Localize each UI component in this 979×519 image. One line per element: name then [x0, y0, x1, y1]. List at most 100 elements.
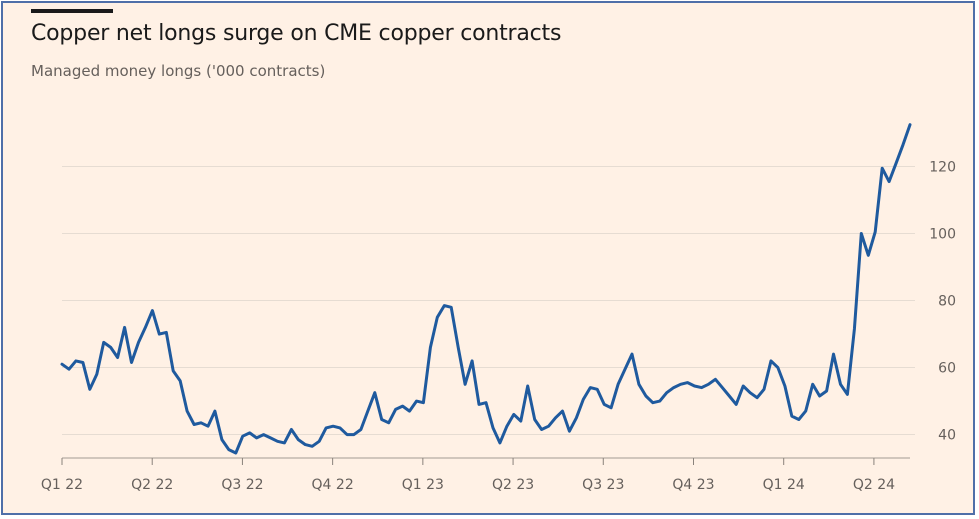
data-point: [429, 346, 432, 349]
data-point: [686, 381, 689, 384]
data-point: [311, 445, 314, 448]
data-point: [804, 410, 807, 413]
data-point: [471, 359, 474, 362]
data-point: [290, 428, 293, 431]
data-point: [283, 441, 286, 444]
data-point: [220, 438, 223, 441]
data-point: [137, 341, 140, 344]
data-point: [255, 436, 258, 439]
data-point: [387, 421, 390, 424]
data-point: [832, 353, 835, 356]
data-point: [123, 326, 126, 329]
data-point: [860, 232, 863, 235]
x-tick-label: Q2 23: [492, 477, 534, 493]
x-tick-label: Q1 23: [402, 477, 444, 493]
data-point: [540, 428, 543, 431]
data-point: [700, 386, 703, 389]
data-point: [262, 433, 265, 436]
title-accent-bar: [31, 9, 113, 13]
x-tick-label: Q2 22: [131, 477, 173, 493]
data-point: [749, 391, 752, 394]
data-point: [818, 395, 821, 398]
data-point: [533, 418, 536, 421]
data-point: [596, 388, 599, 391]
data-point: [526, 385, 529, 388]
data-point: [547, 425, 550, 428]
data-point: [763, 388, 766, 391]
data-point: [631, 353, 634, 356]
data-point: [165, 331, 168, 334]
data-point: [637, 383, 640, 386]
data-point: [332, 425, 335, 428]
line-chart: 40 60 80 100 120 Q1 22 Q2 22 Q3 22 Q4 22 Q1 23 Q2 …: [41, 123, 956, 493]
data-point: [179, 379, 182, 382]
data-point: [790, 415, 793, 418]
data-point: [867, 254, 870, 257]
data-point: [839, 383, 842, 386]
data-point: [714, 378, 717, 381]
data-point: [617, 383, 620, 386]
x-tick-label: Q1 22: [41, 477, 83, 493]
data-point: [783, 385, 786, 388]
data-point: [811, 383, 814, 386]
data-point: [408, 410, 411, 413]
data-point: [770, 359, 773, 362]
data-point: [68, 368, 71, 371]
data-point: [797, 418, 800, 421]
data-point: [568, 430, 571, 433]
data-point: [728, 395, 731, 398]
data-point: [672, 386, 675, 389]
y-tick-label: 40: [938, 428, 956, 444]
data-point: [464, 383, 467, 386]
y-tick-label: 60: [938, 361, 956, 377]
data-point: [346, 433, 349, 436]
data-point: [415, 400, 418, 403]
data-point: [450, 306, 453, 309]
data-point: [276, 440, 279, 443]
data-point: [603, 403, 606, 406]
data-point: [776, 366, 779, 369]
data-point: [512, 413, 515, 416]
data-point: [234, 452, 237, 455]
data-point: [644, 395, 647, 398]
y-tick-label: 100: [929, 227, 956, 243]
data-point: [186, 410, 189, 413]
chart-title: Copper net longs surge on CME copper con…: [31, 21, 562, 46]
data-point: [151, 309, 154, 312]
data-point: [610, 406, 613, 409]
data-point: [575, 416, 578, 419]
x-tick-label: Q4 22: [312, 477, 354, 493]
data-point: [582, 398, 585, 401]
data-point: [895, 162, 898, 165]
data-point: [213, 410, 216, 413]
data-point: [144, 326, 147, 329]
x-tick-label: Q3 22: [221, 477, 263, 493]
data-point: [269, 436, 272, 439]
data-point: [248, 431, 251, 434]
x-tick-label: Q3 23: [582, 477, 624, 493]
data-point: [651, 401, 654, 404]
data-point: [874, 230, 877, 233]
data-point: [485, 401, 488, 404]
data-point: [95, 373, 98, 376]
data-point: [665, 391, 668, 394]
data-point: [457, 346, 460, 349]
data-point: [561, 410, 564, 413]
data-point: [109, 346, 112, 349]
data-point: [902, 143, 905, 146]
data-point: [881, 167, 884, 170]
data-point: [888, 180, 891, 183]
data-point: [193, 423, 196, 426]
data-point: [116, 356, 119, 359]
data-point: [519, 420, 522, 423]
data-point: [742, 385, 745, 388]
data-point: [207, 425, 210, 428]
data-point: [498, 441, 501, 444]
data-point: [352, 433, 355, 436]
data-point: [756, 396, 759, 399]
data-point: [366, 410, 369, 413]
data-point: [853, 328, 856, 331]
data-point: [325, 426, 328, 429]
data-point: [61, 363, 64, 366]
data-point: [318, 440, 321, 443]
